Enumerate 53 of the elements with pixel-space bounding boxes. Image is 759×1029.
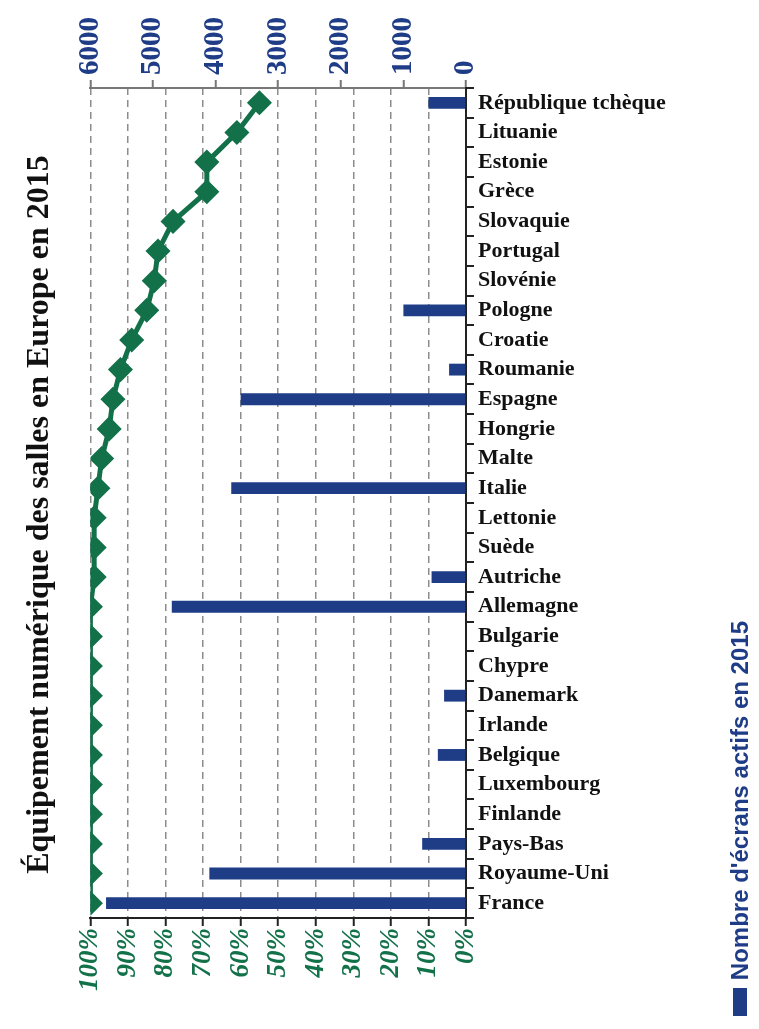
y-tick-label: Lettonie	[478, 503, 557, 529]
y-tick-label: Royaume-Uni	[478, 859, 609, 885]
y-tick-label: Suède	[478, 533, 535, 559]
y-tick-label: Grèce	[478, 177, 535, 203]
y-tick-label: Irlande	[478, 711, 548, 737]
x-tick-label: 80%	[148, 928, 179, 978]
x2-tick-label: 0	[447, 60, 480, 75]
y-tick-label: Croatie	[478, 325, 549, 351]
y-tick-label: République tchèque	[478, 88, 666, 114]
y-tick-label: Slovénie	[478, 266, 557, 292]
x2-tick-label: 5000	[134, 17, 167, 75]
x2-tick-label: 2000	[322, 17, 355, 75]
y-tick-label: Danemark	[478, 681, 579, 707]
y-tick-label: Belgique	[478, 740, 561, 766]
y-tick-label: Allemagne	[478, 592, 579, 618]
y-tick-label: Roumanie	[478, 355, 575, 381]
text: Équipement numérique des salles en Europe en 2015	[19, 155, 56, 874]
x-tick-label: 30%	[336, 928, 367, 979]
y-tick-label: Slovaquie	[478, 207, 570, 233]
x-tick-label: 50%	[261, 928, 292, 978]
y-tick-label: Pays-Bas	[478, 829, 564, 855]
x-tick-label: 0%	[448, 928, 479, 964]
y-tick-label: Chypre	[478, 651, 549, 677]
y-tick-label: Estonie	[478, 147, 548, 173]
x2-tick-label: 1000	[384, 17, 417, 75]
point	[161, 209, 185, 233]
x2-tick-label: 3000	[259, 17, 292, 75]
x-tick-label: 40%	[298, 928, 329, 979]
y-tick-label: Portugal	[478, 236, 560, 262]
y-tick-label: Pologne	[478, 296, 553, 322]
text: Nombre d'écrans actifs en 2015	[726, 620, 753, 980]
point	[225, 120, 249, 144]
x-tick-label: 100%	[73, 928, 104, 991]
y-tick-label: Bulgarie	[478, 622, 559, 648]
x2-tick-label: 6000	[71, 17, 104, 75]
y-tick-label: France	[478, 888, 545, 914]
y-tick-label: Luxembourg	[478, 770, 601, 796]
x-tick-label: 20%	[373, 928, 404, 979]
y-tick-label: Autriche	[478, 562, 562, 588]
x-tick-label: 70%	[186, 928, 217, 978]
x-tick-label: 60%	[223, 928, 254, 978]
y-tick-label: Finlande	[478, 799, 562, 825]
y-tick-label: Espagne	[478, 384, 558, 410]
x-tick-label: 90%	[110, 928, 141, 978]
point	[195, 180, 219, 204]
y-tick-label: Malte	[478, 444, 534, 470]
y-tick-label: Italie	[478, 473, 528, 499]
point	[195, 150, 219, 174]
x-tick-label: 10%	[411, 928, 442, 978]
x2-tick-label: 4000	[197, 17, 230, 75]
y-tick-label: Lituanie	[478, 118, 558, 144]
point	[247, 91, 271, 115]
y-tick-label: Hongrie	[478, 414, 556, 440]
